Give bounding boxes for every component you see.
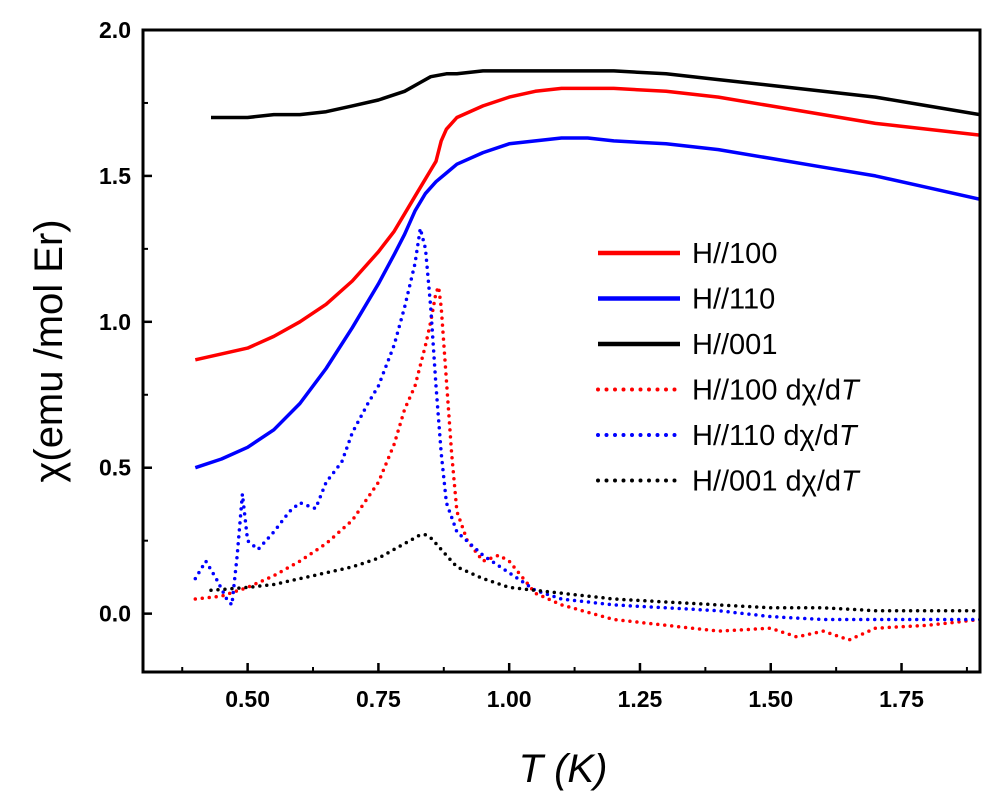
- x-tick-label: 1.00: [487, 686, 532, 712]
- y-tick-label: 1.0: [99, 309, 131, 335]
- y-tick-label: 0.5: [99, 455, 131, 481]
- x-tick-label: 1.75: [879, 686, 924, 712]
- y-tick-label: 0.0: [99, 601, 131, 627]
- legend-label-deriv-italic: T: [841, 375, 861, 407]
- series-line-3: [193, 285, 980, 642]
- y-tick-label: 2.0: [99, 17, 131, 43]
- y-axis-title: χ(emu /mol Er): [27, 219, 71, 482]
- series-line-2: [211, 69, 980, 120]
- x-tick-label: 1.50: [748, 686, 793, 712]
- series-line-1: [194, 136, 980, 470]
- x-tick-label: 1.25: [618, 686, 663, 712]
- series-line-0: [194, 86, 980, 362]
- x-axis: 0.50 0.75 1.00 1.25 1.50 1.75: [181, 663, 968, 712]
- series-layer: [193, 69, 980, 642]
- legend-label-4: H//110 dχ/dT: [692, 420, 859, 452]
- legend-label-deriv-italic: T: [839, 420, 859, 452]
- legend-label-3: H//100 dχ/dT: [692, 375, 861, 407]
- x-tick-label: 0.75: [356, 686, 401, 712]
- series-line-5: [209, 533, 980, 613]
- y-tick-label: 1.5: [99, 163, 131, 189]
- x-axis-title-symbol: T: [519, 747, 546, 791]
- legend-label-deriv: dχ/d: [786, 375, 842, 407]
- legend-label-0: H//100: [692, 238, 777, 270]
- legend-label-main: H//001: [692, 329, 777, 361]
- x-axis-title-unit: (K): [543, 747, 607, 791]
- legend-label-5: H//001 dχ/dT: [692, 466, 861, 498]
- legend-label-main: H//100: [692, 238, 777, 270]
- x-axis-title: T (K): [519, 747, 608, 791]
- series-line-4: [193, 226, 980, 622]
- legend-label-main: H//100: [692, 375, 786, 407]
- y-axis: 0.0 0.5 1.0 1.5 2.0: [99, 17, 152, 627]
- legend-label-main: H//001: [692, 466, 786, 498]
- legend-label-2: H//001: [692, 329, 777, 361]
- plot-frame: [141, 28, 982, 674]
- legend-label-deriv: dχ/d: [783, 420, 839, 452]
- legend-label-deriv: dχ/d: [786, 466, 842, 498]
- legend-label-1: H//110: [692, 284, 775, 316]
- legend-label-main: H//110: [692, 420, 783, 452]
- legend-label-main: H//110: [692, 284, 775, 316]
- legend-label-deriv-italic: T: [841, 466, 861, 498]
- x-tick-label: 0.50: [225, 686, 270, 712]
